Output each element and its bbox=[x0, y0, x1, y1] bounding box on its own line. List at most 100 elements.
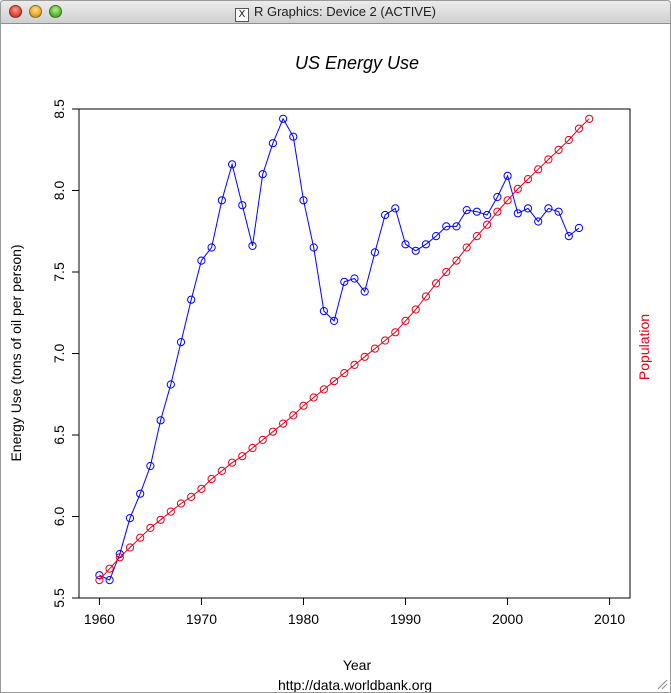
data-point bbox=[462, 243, 471, 252]
data-point bbox=[432, 279, 441, 288]
data-point bbox=[330, 377, 339, 386]
x-tick-label: 1990 bbox=[390, 611, 421, 627]
x-tick-label: 2010 bbox=[594, 611, 625, 627]
data-point bbox=[564, 135, 573, 145]
population-axis-label: Population bbox=[636, 314, 652, 380]
data-point bbox=[421, 292, 430, 301]
data-point bbox=[370, 344, 379, 353]
data-point bbox=[330, 316, 339, 325]
data-point bbox=[350, 360, 359, 369]
x-tick-label: 1960 bbox=[84, 611, 115, 627]
minimize-button[interactable] bbox=[29, 5, 42, 18]
data-point bbox=[187, 295, 196, 304]
data-point bbox=[544, 155, 553, 164]
y-axis-label: Energy Use (tons of oil per person) bbox=[8, 244, 24, 461]
data-point bbox=[289, 132, 298, 141]
data-point bbox=[432, 232, 441, 241]
close-button[interactable] bbox=[9, 5, 22, 18]
y-tick-label: 6.5 bbox=[51, 425, 67, 445]
resize-grip[interactable] bbox=[656, 678, 668, 690]
x-tick-label: 1980 bbox=[288, 611, 319, 627]
window-title: R Graphics: Device 2 (ACTIVE) bbox=[253, 4, 437, 19]
data-point bbox=[534, 165, 543, 174]
data-point bbox=[483, 210, 492, 220]
y-tick-label: 5.5 bbox=[51, 588, 67, 608]
data-point bbox=[176, 499, 186, 508]
data-point bbox=[217, 196, 226, 205]
data-point bbox=[401, 240, 410, 249]
series-0 bbox=[95, 114, 584, 585]
data-point bbox=[493, 192, 502, 202]
data-point bbox=[534, 217, 543, 226]
series-line bbox=[99, 118, 590, 581]
data-point bbox=[319, 385, 328, 394]
source-footer: http://data.worldbank.org bbox=[278, 677, 432, 693]
x-tick-label: 2000 bbox=[492, 611, 523, 627]
data-point bbox=[523, 175, 533, 184]
data-point bbox=[207, 243, 216, 252]
data-point bbox=[176, 338, 186, 347]
x-tick-label: 1970 bbox=[186, 611, 217, 627]
data-point bbox=[156, 416, 165, 425]
chart-plot: 1960 1970 1980 1990 2000 2010 5.5 6.0 6.5 7.0 7.5 8… bbox=[8, 53, 652, 693]
data-point bbox=[228, 458, 237, 467]
data-point bbox=[370, 248, 379, 257]
y-tick-label: 6.0 bbox=[51, 507, 67, 527]
data-point bbox=[564, 232, 573, 241]
plot-frame bbox=[78, 108, 631, 599]
data-point bbox=[248, 241, 257, 250]
data-point bbox=[187, 492, 196, 501]
data-point bbox=[279, 419, 288, 428]
y-tick-label: 8.0 bbox=[51, 181, 67, 201]
data-point bbox=[156, 515, 165, 524]
data-point bbox=[299, 196, 308, 205]
data-point bbox=[115, 553, 124, 562]
data-point bbox=[401, 316, 410, 325]
chart-title: US Energy Use bbox=[295, 53, 419, 73]
data-point bbox=[472, 232, 481, 241]
data-point bbox=[554, 145, 563, 154]
data-point bbox=[146, 523, 155, 532]
data-point bbox=[319, 307, 328, 316]
data-point bbox=[360, 287, 369, 296]
data-point bbox=[125, 543, 135, 552]
data-point bbox=[442, 267, 451, 277]
zoom-button[interactable] bbox=[49, 5, 62, 18]
data-point bbox=[258, 435, 267, 444]
data-point bbox=[166, 380, 175, 389]
data-point bbox=[95, 571, 104, 580]
data-point bbox=[238, 452, 247, 461]
data-point bbox=[472, 207, 481, 216]
title-bar[interactable]: X R Graphics: Device 2 (ACTIVE) bbox=[1, 1, 670, 24]
data-point bbox=[513, 184, 522, 193]
data-point bbox=[207, 474, 216, 484]
y-tick-label: 8.5 bbox=[51, 99, 67, 119]
data-point bbox=[309, 393, 318, 402]
data-point bbox=[442, 222, 451, 231]
data-point bbox=[197, 484, 206, 493]
data-point bbox=[523, 204, 533, 213]
x11-icon: X bbox=[234, 8, 249, 22]
data-point bbox=[554, 207, 563, 216]
data-point bbox=[340, 369, 349, 378]
data-point bbox=[217, 466, 226, 475]
data-point bbox=[574, 124, 584, 133]
data-point bbox=[125, 514, 135, 523]
data-point bbox=[381, 210, 390, 220]
y-tick-label: 7.5 bbox=[51, 262, 67, 282]
data-point bbox=[136, 489, 145, 498]
data-point bbox=[360, 352, 369, 361]
data-point bbox=[248, 443, 257, 453]
data-point bbox=[238, 201, 247, 210]
data-point bbox=[483, 220, 492, 229]
window-title-group: X R Graphics: Device 2 (ACTIVE) bbox=[1, 4, 670, 22]
data-point bbox=[411, 305, 420, 314]
data-point bbox=[503, 196, 512, 205]
data-point bbox=[309, 243, 318, 252]
data-point bbox=[228, 160, 237, 169]
data-point bbox=[258, 170, 267, 179]
data-point bbox=[197, 256, 206, 265]
data-point bbox=[136, 533, 145, 542]
data-point bbox=[411, 246, 420, 255]
